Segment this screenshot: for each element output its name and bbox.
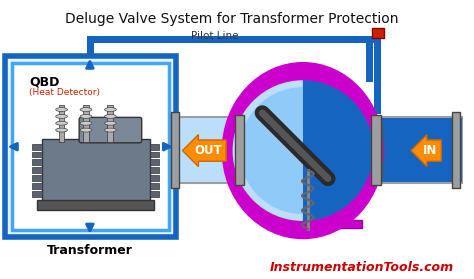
Bar: [59, 105, 64, 142]
Text: (Heat Detector): (Heat Detector): [29, 88, 100, 97]
Bar: [366, 43, 374, 82]
Text: Pilot Line: Pilot Line: [191, 31, 239, 41]
Bar: [371, 116, 381, 185]
Ellipse shape: [80, 128, 92, 132]
Bar: [149, 159, 159, 165]
Ellipse shape: [56, 121, 67, 125]
Wedge shape: [303, 80, 374, 221]
Bar: [32, 183, 42, 189]
Bar: [332, 220, 362, 228]
Bar: [83, 105, 89, 142]
Ellipse shape: [80, 114, 92, 118]
Wedge shape: [239, 87, 303, 214]
Bar: [376, 117, 463, 183]
Bar: [149, 183, 159, 189]
Bar: [376, 124, 382, 178]
Bar: [32, 167, 42, 173]
Bar: [32, 159, 42, 165]
Text: IN: IN: [423, 144, 437, 157]
Text: InstrumentationTools.com: InstrumentationTools.com: [270, 261, 454, 274]
Bar: [32, 151, 42, 157]
Ellipse shape: [56, 128, 67, 132]
Text: Transformer: Transformer: [47, 244, 133, 258]
Ellipse shape: [105, 114, 116, 118]
Bar: [176, 117, 273, 183]
Bar: [342, 183, 352, 222]
Ellipse shape: [105, 108, 116, 112]
Ellipse shape: [105, 121, 116, 125]
Text: QBD: QBD: [29, 75, 60, 88]
Ellipse shape: [56, 108, 67, 112]
Bar: [108, 105, 113, 142]
FancyBboxPatch shape: [79, 117, 142, 143]
Bar: [149, 151, 159, 157]
Bar: [171, 112, 179, 188]
Text: Deluge Valve System for Transformer Protection: Deluge Valve System for Transformer Prot…: [65, 12, 398, 26]
Bar: [42, 139, 149, 202]
Wedge shape: [233, 80, 303, 221]
Ellipse shape: [105, 128, 116, 132]
Ellipse shape: [80, 108, 92, 112]
Bar: [372, 28, 384, 38]
Bar: [37, 200, 155, 210]
Bar: [149, 167, 159, 173]
Bar: [32, 191, 42, 196]
Bar: [32, 144, 42, 150]
Bar: [279, 220, 308, 228]
Bar: [453, 112, 460, 188]
Bar: [235, 116, 244, 185]
FancyBboxPatch shape: [5, 56, 176, 237]
Ellipse shape: [80, 121, 92, 125]
Bar: [87, 43, 94, 56]
Ellipse shape: [56, 114, 67, 118]
Bar: [87, 36, 380, 43]
Bar: [149, 175, 159, 181]
Ellipse shape: [225, 65, 381, 236]
Bar: [32, 175, 42, 181]
Bar: [279, 183, 288, 222]
FancyBboxPatch shape: [12, 63, 169, 230]
Bar: [374, 36, 381, 114]
Text: OUT: OUT: [194, 144, 222, 157]
Bar: [149, 144, 159, 150]
Bar: [149, 191, 159, 196]
